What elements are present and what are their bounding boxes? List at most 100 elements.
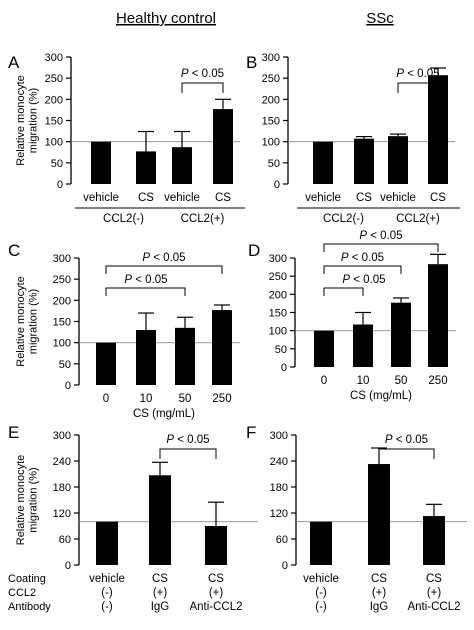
bar (354, 138, 374, 184)
row-label: Antibody (8, 601, 51, 613)
bar (213, 109, 233, 184)
bar (423, 516, 445, 565)
category-label: 250 (428, 375, 447, 387)
y-tick-label: 60 (276, 534, 288, 546)
y-tick-label: 100 (53, 338, 71, 350)
row-label: CCL2 (8, 587, 36, 599)
significance-bracket (378, 448, 435, 459)
x-axis-label: CS (mg/mL) (133, 408, 195, 420)
y-tick-label: 0 (65, 560, 71, 572)
panel-c: C Relative monocytemigration (%) 0 50 100 150… (8, 241, 240, 420)
y-tick-label: 100 (269, 326, 287, 338)
column-title-healthy: Healthy control (116, 10, 216, 27)
row-value-label: (-) (101, 587, 113, 599)
y-tick-label: 50 (59, 359, 71, 371)
row-value-label: (-) (315, 587, 327, 599)
bar (428, 75, 448, 184)
significance-label: P < 0.05 (342, 274, 385, 286)
bar (205, 526, 227, 565)
category-label: 0 (103, 393, 109, 405)
y-tick-label: 250 (53, 274, 71, 286)
bar (149, 475, 171, 565)
y-axis-label: Relative monocytemigration (%) (15, 455, 40, 546)
group-label: CCL2(-) (323, 213, 364, 225)
significance-label: P < 0.05 (341, 252, 384, 264)
y-tick-label: 150 (53, 317, 71, 329)
bar (172, 147, 192, 184)
panel-letter: E (8, 423, 19, 442)
y-tick-label: 50 (275, 344, 287, 356)
y-tick-label: 300 (45, 52, 63, 64)
row-value-label: Anti-CCL2 (189, 601, 242, 613)
bar (96, 521, 118, 565)
category-label: CS (152, 573, 168, 585)
significance-label: P < 0.05 (396, 68, 439, 80)
panel-d: D 0 50 100 150 200 250 300 0 10 50 250 CS (mg/mL) P <… (248, 230, 456, 402)
category-label: 10 (357, 375, 370, 387)
panel-letter: A (8, 53, 20, 72)
significance-label: P < 0.05 (181, 68, 224, 80)
group-label: CCL2(+) (181, 213, 225, 225)
y-tick-label: 300 (53, 253, 71, 265)
x-axis-label: CS (mg/mL) (350, 390, 412, 402)
bar (391, 302, 411, 367)
panel-letter: C (8, 241, 20, 260)
y-tick-label: 300 (269, 253, 287, 265)
y-tick-label: 0 (65, 380, 71, 392)
y-tick-label: 180 (270, 482, 288, 494)
significance-label: P < 0.05 (166, 434, 209, 446)
panel-letter: F (246, 423, 256, 442)
y-tick-label: 60 (59, 534, 71, 546)
y-tick-label: 200 (53, 295, 71, 307)
y-tick-label: 250 (269, 271, 287, 283)
category-label: 250 (212, 393, 231, 405)
row-labels: Coating CCL2 Antibody (8, 573, 51, 613)
row-value-label: IgG (151, 601, 170, 613)
y-tick-label: 100 (262, 137, 280, 149)
y-tick-label: 0 (274, 179, 280, 191)
significance-bracket (181, 82, 224, 93)
row-value-label: (-) (101, 601, 113, 613)
bar (136, 329, 156, 385)
category-label: 50 (179, 393, 192, 405)
category-label: CS (426, 573, 442, 585)
y-axis-label: Relative monocytemigration (%) (15, 75, 40, 166)
significance-label: P < 0.05 (359, 230, 402, 242)
category-label: vehicle (380, 192, 416, 204)
y-tick-label: 150 (269, 308, 287, 320)
significance-label: P < 0.05 (142, 252, 185, 264)
y-tick-label: 300 (270, 430, 288, 442)
significance-bracket (105, 265, 223, 274)
category-label: CS (356, 192, 372, 204)
row-value-label: IgG (370, 601, 389, 613)
bar (212, 310, 232, 385)
y-tick-label: 0 (282, 560, 288, 572)
y-axis-label: Relative monocytemigration (%) (15, 276, 40, 367)
bar (175, 327, 195, 385)
row-value-label: (+) (209, 587, 224, 599)
y-tick-label: 0 (57, 179, 63, 191)
group-label: CCL2(-) (103, 213, 144, 225)
significance-bracket (323, 265, 402, 274)
significance-bracket (323, 287, 364, 296)
panel-b: B 0 50 100 150 200 250 300 vehicle CS vehicle CS CCL… (246, 52, 460, 225)
y-tick-label: 300 (53, 430, 71, 442)
category-label: CS (371, 573, 387, 585)
category-label: vehicle (305, 192, 341, 204)
y-tick-label: 120 (270, 508, 288, 520)
category-label: CS (215, 192, 231, 204)
y-tick-label: 120 (53, 508, 71, 520)
significance-label: P < 0.05 (124, 274, 167, 286)
bar (136, 151, 156, 184)
bar (353, 324, 373, 367)
bar (428, 264, 448, 367)
category-label: vehicle (303, 573, 339, 585)
bar (91, 141, 111, 184)
column-title-ssc: SSc (366, 10, 394, 27)
y-tick-label: 240 (53, 456, 71, 468)
row-value-label: (+) (153, 587, 168, 599)
y-tick-label: 200 (269, 289, 287, 301)
row-value-label: (-) (315, 601, 327, 613)
row-label: Coating (8, 573, 46, 585)
